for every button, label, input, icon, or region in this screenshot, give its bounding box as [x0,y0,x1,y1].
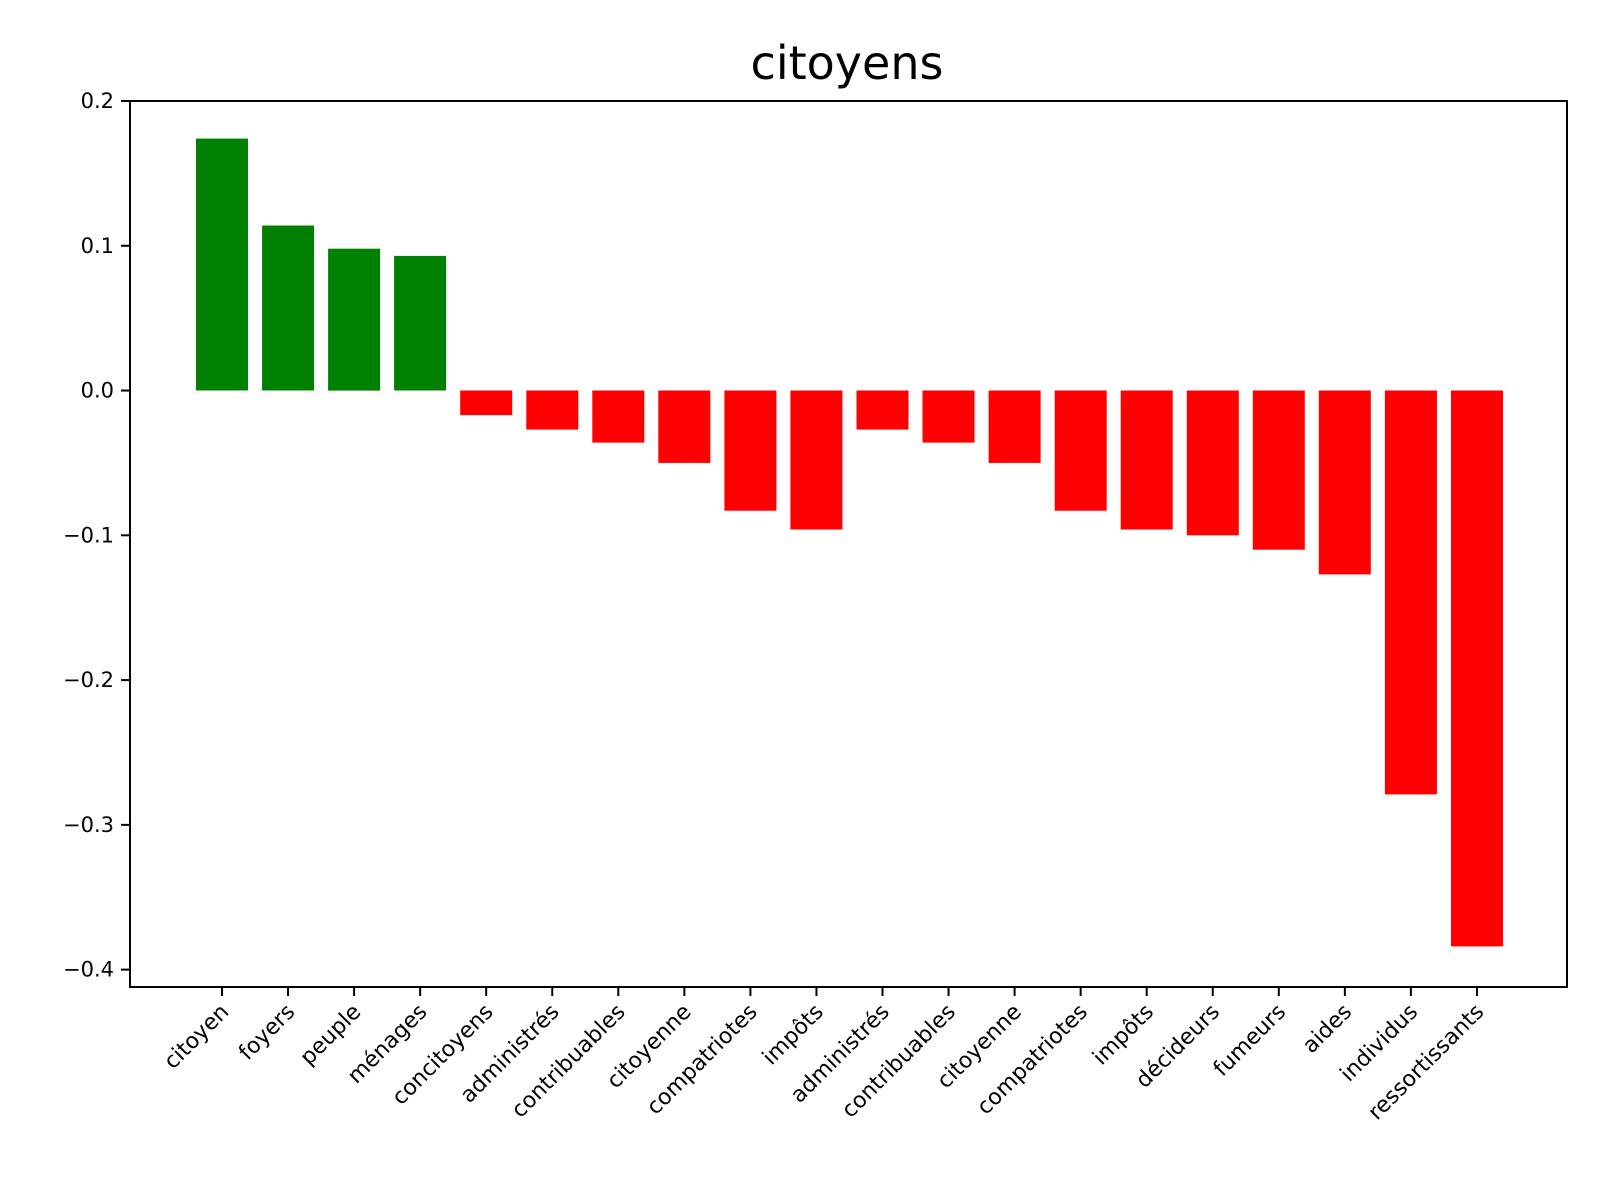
y-axis: 0.2 0.1 0.0 −0.1 −0.2 −0.3 −0.4 [63,89,130,982]
x-tick-label: fumeurs [1209,1000,1291,1082]
bar-12 [922,390,975,443]
y-tick-label: 0.0 [81,379,114,403]
y-tick-label: 0.1 [81,234,114,258]
bar-14 [1054,390,1107,511]
y-tick-label: −0.1 [63,523,114,547]
bars-group [196,138,1503,947]
bar-13 [988,390,1041,463]
bar-1 [196,138,248,391]
bar-16 [1186,390,1239,536]
bar-3 [328,248,381,391]
x-tick-label: contribuables [837,1000,961,1124]
bar-7 [592,390,645,443]
bar-20 [1451,390,1503,947]
bar-6 [526,390,579,430]
x-tick-label: ressortissants [1364,1000,1490,1126]
x-tick-label: aides [1298,1000,1357,1059]
bar-10 [790,390,843,530]
bar-4 [394,255,447,391]
y-tick-label: −0.3 [63,813,114,837]
x-axis: citoyen foyerspeupleménagesconcitoyensadm… [159,987,1489,1125]
plot-frame [129,100,1568,988]
y-tick-label: 0.2 [81,89,114,113]
bar-8 [658,390,711,463]
y-tick-label: −0.4 [63,958,114,982]
bar-2 [262,225,315,391]
x-tick-label: citoyen [159,1000,234,1075]
x-tick-label: contribuables [507,1000,631,1124]
bar-9 [724,390,777,511]
y-tick-label: −0.2 [63,668,114,692]
bar-18 [1318,390,1371,575]
chart-title: citoyens [751,36,944,90]
bar-15 [1120,390,1173,530]
bar-17 [1252,390,1305,550]
bar-19 [1384,390,1437,795]
bar-11 [856,390,909,430]
bar-5 [460,390,513,416]
x-tick-label: foyers [234,1000,300,1066]
